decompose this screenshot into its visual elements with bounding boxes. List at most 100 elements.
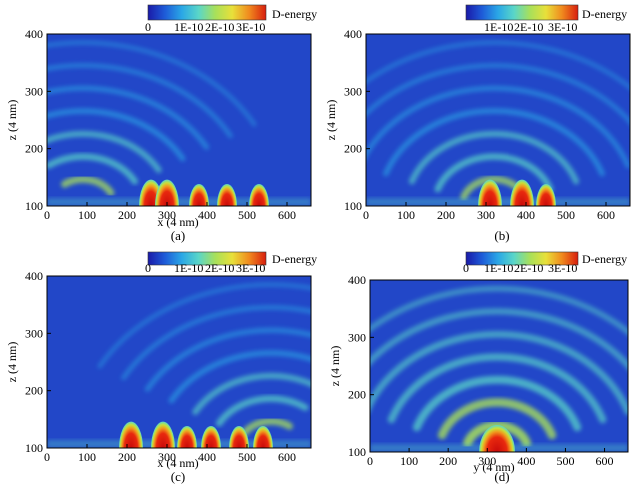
colorbar <box>147 251 267 266</box>
wavefront-ring <box>412 375 582 432</box>
x-tick-label: 0 <box>367 454 373 468</box>
colorbar-tick-label: 3E-10 <box>236 20 265 34</box>
wavefront-ring <box>370 285 628 336</box>
x-tick-label: 200 <box>437 208 455 222</box>
wavefront-ring <box>215 395 309 427</box>
colorbar-title: D-energy <box>272 7 317 21</box>
wavefront-ring <box>434 153 554 193</box>
x-tick-label: 500 <box>556 454 574 468</box>
y-tick-label: 400 <box>25 27 43 41</box>
wavefront-ring <box>61 175 115 197</box>
wavefront-ring <box>408 130 580 185</box>
y-tick-label: 100 <box>344 199 362 213</box>
colorbar-tick-label: 3E-10 <box>548 261 577 275</box>
x-tick-label: 600 <box>278 208 296 222</box>
colorbar-tick-label: 3E-10 <box>548 20 577 34</box>
energy-source <box>253 426 273 448</box>
colorbar-tick-label: 0 <box>145 261 151 275</box>
colorbar-tick-label: 1E-10 <box>484 20 513 34</box>
x-tick-label: 100 <box>78 208 96 222</box>
x-tick-label: 500 <box>557 208 575 222</box>
x-tick-label: 600 <box>597 208 615 222</box>
wavefront-ring <box>366 63 630 126</box>
y-axis-label: z (4 nm) <box>328 346 342 387</box>
colorbar-tick-label: 2E-10 <box>514 20 543 34</box>
wavefront-ring <box>192 372 311 415</box>
y-tick-label: 300 <box>25 326 43 340</box>
wavefront-ring <box>47 85 210 150</box>
wavefront-ring <box>168 350 311 404</box>
y-axis-label: z (4 nm) <box>5 342 19 383</box>
x-tick-label: 0 <box>44 450 50 464</box>
x-tick-label: 600 <box>596 454 614 468</box>
x-tick-label: 400 <box>198 208 216 222</box>
energy-source <box>217 184 237 206</box>
wavefront-ring <box>47 153 139 185</box>
wavefront-ring <box>97 282 311 369</box>
y-axis-label: z (4 nm) <box>5 100 19 141</box>
y-tick-label: 400 <box>25 269 43 283</box>
energy-source <box>536 184 556 206</box>
colorbar <box>147 4 267 21</box>
colorbar-tick-label: 0 <box>145 20 151 34</box>
y-tick-label: 100 <box>25 441 43 455</box>
heatmap-field <box>47 40 311 206</box>
panel-label: (d) <box>494 469 509 484</box>
wavefront-ring <box>366 85 630 169</box>
wavefront-ring <box>121 304 311 381</box>
wavefront-ring <box>366 40 630 91</box>
wavefront-ring <box>383 108 605 177</box>
plot-frame <box>46 275 312 449</box>
colorbar-tick-label: 1E-10 <box>174 20 203 34</box>
colorbar-title: D-energy <box>582 7 627 21</box>
x-tick-label: 200 <box>439 454 457 468</box>
wavefront-ring <box>47 130 162 173</box>
x-tick-label: 100 <box>400 454 418 468</box>
wavefront-ring <box>370 308 628 371</box>
x-tick-label: 400 <box>517 454 535 468</box>
x-tick-label: 200 <box>118 208 136 222</box>
plot-frame <box>46 33 312 207</box>
y-tick-label: 200 <box>25 384 43 398</box>
wavefront-ring <box>47 62 233 139</box>
wavefront-ring <box>387 353 607 424</box>
y-tick-label: 400 <box>344 27 362 41</box>
plot-frame <box>369 279 629 453</box>
colorbar-tick-label: 2E-10 <box>205 20 234 34</box>
energy-source <box>151 421 175 448</box>
heatmap-field <box>366 40 630 206</box>
y-tick-label: 100 <box>25 199 43 213</box>
energy-source <box>155 179 179 206</box>
wavefront-ring <box>47 108 186 162</box>
energy-source <box>249 184 269 206</box>
x-tick-label: 200 <box>118 450 136 464</box>
colorbar-title: D-energy <box>582 252 627 266</box>
x-tick-label: 0 <box>44 208 50 222</box>
colorbar <box>465 4 579 21</box>
energy-source <box>229 426 249 448</box>
y-tick-label: 300 <box>344 84 362 98</box>
energy-source <box>478 179 502 206</box>
energy-source <box>510 179 534 206</box>
wavefront-ring <box>144 327 311 392</box>
colorbar-tick-label: 2E-10 <box>514 261 543 275</box>
x-tick-label: 500 <box>238 450 256 464</box>
energy-source <box>201 426 221 448</box>
x-tick-label: 100 <box>397 208 415 222</box>
y-axis-label: z (4 nm) <box>324 100 338 141</box>
y-tick-label: 100 <box>348 445 366 459</box>
panel-label: (c) <box>171 469 185 484</box>
y-tick-label: 300 <box>348 330 366 344</box>
y-tick-label: 200 <box>344 142 362 156</box>
y-tick-label: 300 <box>25 84 43 98</box>
x-tick-label: 400 <box>517 208 535 222</box>
energy-source <box>189 184 209 206</box>
x-tick-label: 300 <box>477 208 495 222</box>
x-tick-label: 100 <box>78 450 96 464</box>
x-tick-label: 300 <box>478 454 496 468</box>
x-axis-label: y (4 nm) <box>473 460 514 474</box>
